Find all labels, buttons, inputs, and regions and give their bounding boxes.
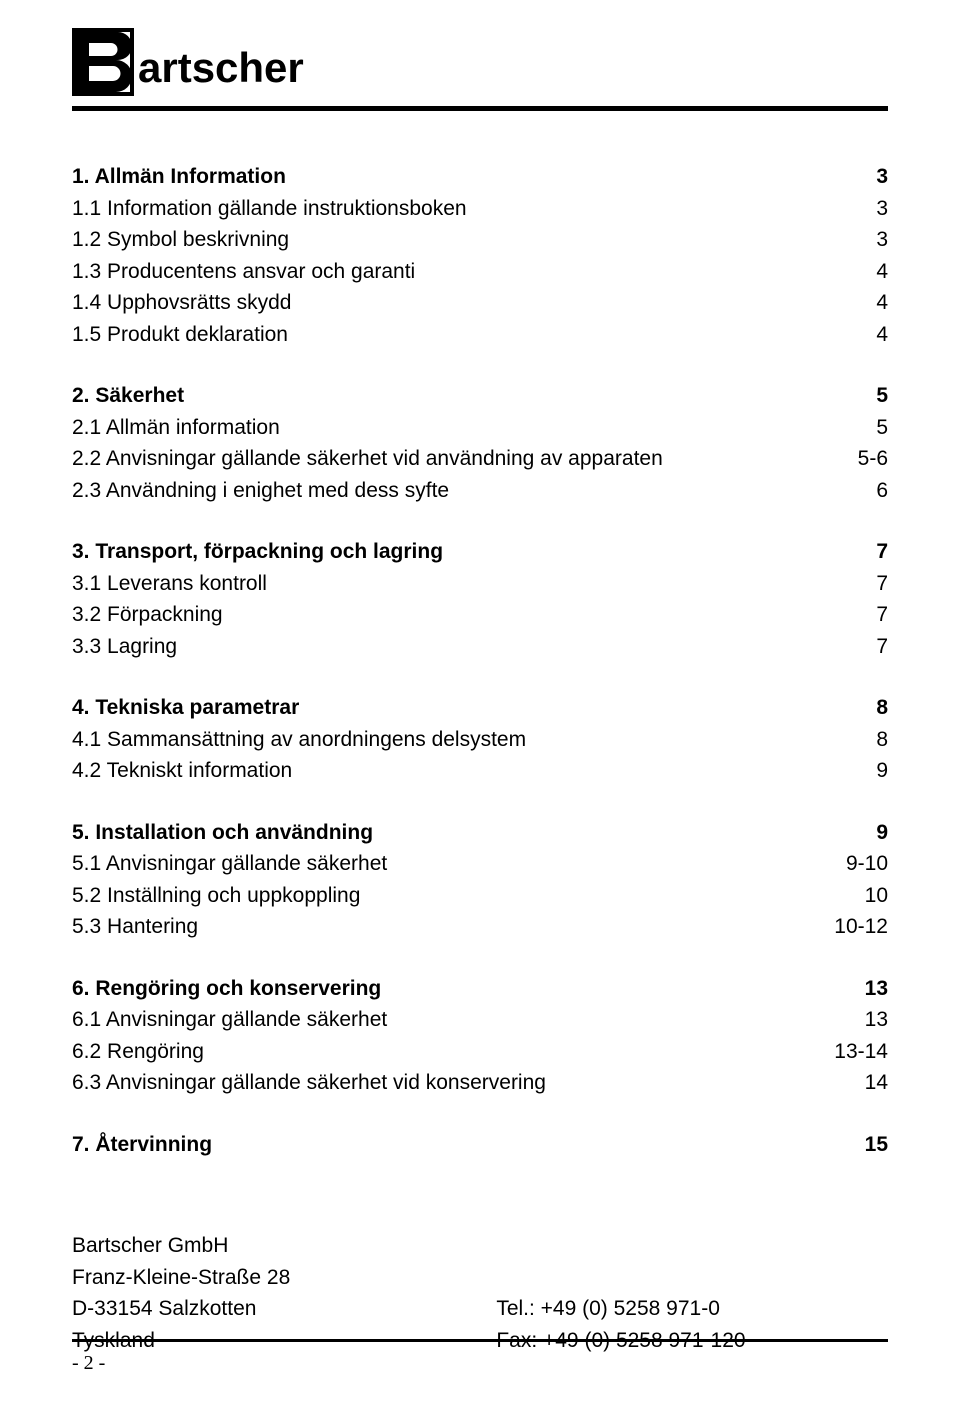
toc-row: 4.1 Sammansättning av anordningens delsy… — [72, 724, 888, 756]
toc-label: 7. Återvinning — [72, 1129, 818, 1161]
toc-row: 1.3 Producentens ansvar och garanti 4 — [72, 256, 888, 288]
toc-row: 6.3 Anvisningar gällande säkerhet vid ko… — [72, 1067, 888, 1099]
toc-row: 4.2 Tekniskt information 9 — [72, 755, 888, 787]
toc-row: 6.1 Anvisningar gällande säkerhet 13 — [72, 1004, 888, 1036]
contact-street: Franz-Kleine-Straße 28 — [72, 1262, 496, 1294]
toc-row: 3.3 Lagring 7 — [72, 631, 888, 663]
toc-label: 3.1 Leverans kontroll — [72, 568, 818, 600]
toc-row: 4. Tekniska parametrar 8 — [72, 692, 888, 724]
toc-label: 5.2 Inställning och uppkoppling — [72, 880, 818, 912]
contact-city: D-33154 Salzkotten — [72, 1293, 496, 1325]
toc-row: 5.3 Hantering 10-12 — [72, 911, 888, 943]
toc-label: 5. Installation och användning — [72, 817, 818, 849]
toc-label: 6. Rengöring och konservering — [72, 973, 818, 1005]
toc-page: 10 — [818, 880, 888, 912]
toc-label: 1.1 Information gällande instruktionsbok… — [72, 193, 818, 225]
toc-row: 3.2 Förpackning 7 — [72, 599, 888, 631]
toc-page: 3 — [818, 161, 888, 193]
toc-row: 7. Återvinning 15 — [72, 1129, 888, 1161]
toc-page: 7 — [818, 631, 888, 663]
toc-page: 5 — [818, 412, 888, 444]
toc-page: 9-10 — [818, 848, 888, 880]
toc-label: 1.5 Produkt deklaration — [72, 319, 818, 351]
toc-page: 15 — [818, 1129, 888, 1161]
toc-row: 5.1 Anvisningar gällande säkerhet 9-10 — [72, 848, 888, 880]
toc-row: 1.5 Produkt deklaration 4 — [72, 319, 888, 351]
toc-label: 1.3 Producentens ansvar och garanti — [72, 256, 818, 288]
toc-label: 2.1 Allmän information — [72, 412, 818, 444]
toc-page: 13 — [818, 973, 888, 1005]
toc-row: 2.3 Användning i enighet med dess syfte … — [72, 475, 888, 507]
toc-group: 3. Transport, förpackning och lagring 7 … — [72, 536, 888, 662]
toc-page: 10-12 — [818, 911, 888, 943]
svg-text:artscher: artscher — [138, 44, 304, 91]
toc-row: 2.1 Allmän information 5 — [72, 412, 888, 444]
toc-label: 2.3 Användning i enighet med dess syfte — [72, 475, 818, 507]
toc-page: 13-14 — [818, 1036, 888, 1068]
toc-label: 4. Tekniska parametrar — [72, 692, 818, 724]
toc-label: 1.4 Upphovsrätts skydd — [72, 287, 818, 319]
toc-label: 3.2 Förpackning — [72, 599, 818, 631]
toc-label: 1. Allmän Information — [72, 161, 818, 193]
toc-group: 5. Installation och användning 9 5.1 Anv… — [72, 817, 888, 943]
toc-group: 4. Tekniska parametrar 8 4.1 Sammansättn… — [72, 692, 888, 787]
footer-rule — [72, 1339, 888, 1342]
toc-label: 3. Transport, förpackning och lagring — [72, 536, 818, 568]
toc-label: 5.3 Hantering — [72, 911, 818, 943]
toc-page: 4 — [818, 287, 888, 319]
toc-page: 4 — [818, 256, 888, 288]
contact-tel: Tel.: +49 (0) 5258 971-0 — [496, 1293, 888, 1325]
toc-row: 6. Rengöring och konservering 13 — [72, 973, 888, 1005]
page-number: - 2 - — [72, 1352, 888, 1375]
toc-row: 2. Säkerhet 5 — [72, 380, 888, 412]
toc-row: 1.4 Upphovsrätts skydd 4 — [72, 287, 888, 319]
toc-row: 6.2 Rengöring 13-14 — [72, 1036, 888, 1068]
toc-label: 5.1 Anvisningar gällande säkerhet — [72, 848, 818, 880]
toc-page: 4 — [818, 319, 888, 351]
toc-row: 2.2 Anvisningar gällande säkerhet vid an… — [72, 443, 888, 475]
toc-page: 3 — [818, 193, 888, 225]
toc-page: 8 — [818, 692, 888, 724]
bartscher-logo-svg: artscher — [72, 28, 322, 98]
toc-label: 3.3 Lagring — [72, 631, 818, 663]
toc-page: 7 — [818, 536, 888, 568]
toc-page: 14 — [818, 1067, 888, 1099]
toc-page: 9 — [818, 817, 888, 849]
table-of-contents: 1. Allmän Information 3 1.1 Information … — [72, 161, 888, 1160]
toc-page: 9 — [818, 755, 888, 787]
toc-page: 5-6 — [818, 443, 888, 475]
toc-page: 5 — [818, 380, 888, 412]
toc-label: 2.2 Anvisningar gällande säkerhet vid an… — [72, 443, 818, 475]
toc-label: 4.1 Sammansättning av anordningens delsy… — [72, 724, 818, 756]
toc-group: 6. Rengöring och konservering 13 6.1 Anv… — [72, 973, 888, 1099]
toc-row: 1.2 Symbol beskrivning 3 — [72, 224, 888, 256]
toc-group: 2. Säkerhet 5 2.1 Allmän information 5 2… — [72, 380, 888, 506]
toc-label: 1.2 Symbol beskrivning — [72, 224, 818, 256]
toc-group: 1. Allmän Information 3 1.1 Information … — [72, 161, 888, 350]
toc-page: 7 — [818, 599, 888, 631]
toc-row: 1. Allmän Information 3 — [72, 161, 888, 193]
toc-label: 6.1 Anvisningar gällande säkerhet — [72, 1004, 818, 1036]
toc-row: 5.2 Inställning och uppkoppling 10 — [72, 880, 888, 912]
contact-block: Bartscher GmbH Franz-Kleine-Straße 28 D-… — [72, 1230, 888, 1356]
toc-label: 4.2 Tekniskt information — [72, 755, 818, 787]
contact-company: Bartscher GmbH — [72, 1230, 496, 1262]
toc-row: 3.1 Leverans kontroll 7 — [72, 568, 888, 600]
toc-label: 2. Säkerhet — [72, 380, 818, 412]
toc-label: 6.2 Rengöring — [72, 1036, 818, 1068]
toc-row: 1.1 Information gällande instruktionsbok… — [72, 193, 888, 225]
toc-page: 13 — [818, 1004, 888, 1036]
toc-page: 8 — [818, 724, 888, 756]
toc-row: 3. Transport, förpackning och lagring 7 — [72, 536, 888, 568]
brand-logo: artscher — [72, 28, 888, 98]
toc-page: 7 — [818, 568, 888, 600]
toc-page: 3 — [818, 224, 888, 256]
toc-page: 6 — [818, 475, 888, 507]
page-footer: - 2 - — [72, 1339, 888, 1375]
toc-label: 6.3 Anvisningar gällande säkerhet vid ko… — [72, 1067, 818, 1099]
header-rule-thick — [72, 108, 888, 111]
toc-row: 5. Installation och användning 9 — [72, 817, 888, 849]
